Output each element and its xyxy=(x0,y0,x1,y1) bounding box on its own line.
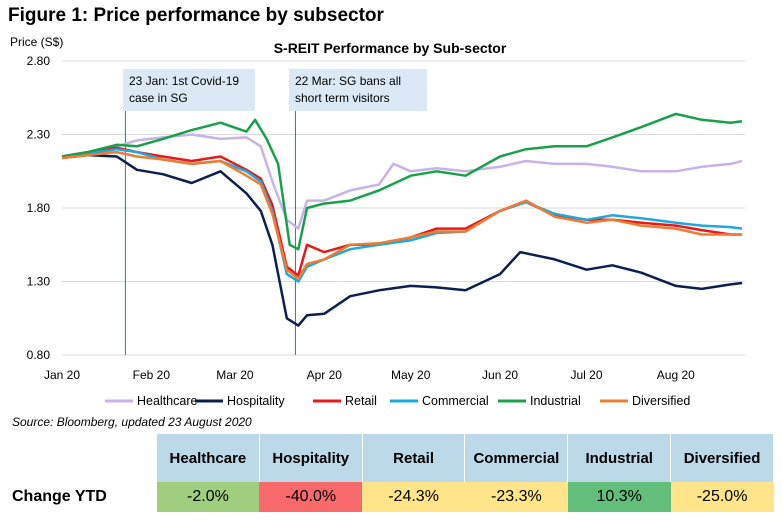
x-tick-label: Apr 20 xyxy=(307,368,343,382)
x-tick-label: Feb 20 xyxy=(133,368,171,382)
x-tick-label: Jul 20 xyxy=(570,368,602,382)
legend-label: Industrial xyxy=(530,394,581,408)
line-chart: S-REIT Performance by Sub-sector Price (… xyxy=(10,35,745,408)
x-tick-label: May 20 xyxy=(391,368,431,382)
series-line-commercial xyxy=(61,147,743,283)
legend: Healthcare Hospitality Retail Commercial Ind… xyxy=(105,394,690,408)
legend-label: Retail xyxy=(345,394,377,408)
y-tick-label: 1.80 xyxy=(27,201,51,215)
series-line-healthcare xyxy=(61,133,743,230)
series-line-hospitality xyxy=(61,153,743,327)
ytd-value-row: Change YTD -2.0% -40.0% -24.3% -23.3% 10… xyxy=(8,482,774,512)
ytd-header-diversified: Diversified xyxy=(670,434,774,482)
ytd-value-diversified: -25.0% xyxy=(670,482,774,512)
x-tick-label: Jan 20 xyxy=(44,368,80,382)
y-tick-label: 2.80 xyxy=(27,54,51,68)
ytd-value-commercial: -23.3% xyxy=(464,482,568,512)
series-line-industrial xyxy=(61,112,743,251)
x-tick-label: Aug 20 xyxy=(657,368,695,382)
figure-title: Figure 1: Price performance by subsector xyxy=(8,5,384,26)
x-tick-label: Mar 20 xyxy=(216,368,254,382)
annotation-box xyxy=(123,69,255,111)
ytd-value-hospitality: -40.0% xyxy=(259,482,363,512)
ytd-value-healthcare: -2.0% xyxy=(156,482,260,512)
legend-label: Hospitality xyxy=(227,394,285,408)
y-axis-label: Price (S$) xyxy=(10,35,63,49)
ytd-value-retail: -24.3% xyxy=(362,482,465,512)
source-note: Source: Bloomberg, updated 23 August 202… xyxy=(12,415,252,429)
chart-title: S-REIT Performance by Sub-sector xyxy=(274,40,507,56)
ytd-header-retail: Retail xyxy=(362,434,466,482)
ytd-change-table: Healthcare Hospitality Retail Commercial… xyxy=(8,434,774,512)
ytd-header-commercial: Commercial xyxy=(464,434,569,482)
ytd-value-industrial: 10.3% xyxy=(567,482,671,512)
y-tick-label: 1.30 xyxy=(27,275,51,289)
ytd-row-label: Change YTD xyxy=(8,482,157,512)
y-tick-label: 0.80 xyxy=(27,348,51,362)
legend-label: Healthcare xyxy=(137,394,197,408)
ytd-header-blank xyxy=(8,434,157,482)
ytd-header-row: Healthcare Hospitality Retail Commercial… xyxy=(8,434,774,482)
x-axis-ticks: Jan 20 Feb 20 Mar 20 Apr 20 May 20 Jun 20 Jul … xyxy=(44,368,695,382)
annotation-text: 22 Mar: SG bans all xyxy=(295,74,401,88)
annotation-box xyxy=(289,69,427,111)
annotation-text: short term visitors xyxy=(295,91,390,105)
ytd-header-healthcare: Healthcare xyxy=(156,434,260,482)
y-tick-label: 2.30 xyxy=(27,128,51,142)
annotation-text: 23 Jan: 1st Covid-19 xyxy=(129,74,239,88)
x-tick-label: Jun 20 xyxy=(482,368,518,382)
legend-label: Diversified xyxy=(632,394,690,408)
series-line-diversified xyxy=(61,150,743,280)
y-axis-ticks: 0.80 1.30 1.80 2.30 2.80 xyxy=(27,54,51,362)
annotation-text: case in SG xyxy=(129,91,188,105)
legend-label: Commercial xyxy=(422,394,489,408)
ytd-header-industrial: Industrial xyxy=(567,434,672,482)
ytd-header-hospitality: Hospitality xyxy=(259,434,363,482)
series-lines xyxy=(61,112,743,327)
